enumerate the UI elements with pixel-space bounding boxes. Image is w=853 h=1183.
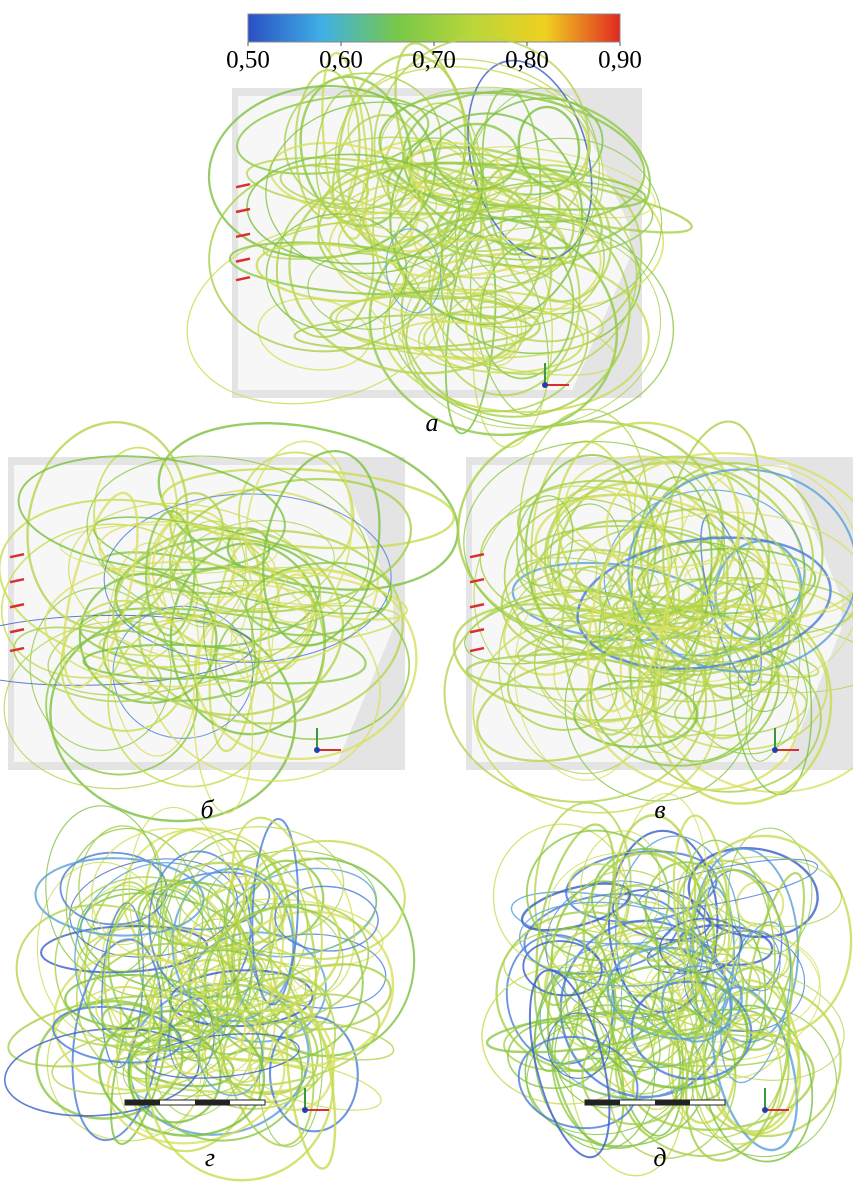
scale-bar — [655, 1100, 690, 1105]
panel-label: в — [654, 795, 665, 824]
colorbar-tick-label: 0,60 — [319, 47, 363, 74]
axis-z — [302, 1107, 308, 1113]
scale-bar — [585, 1100, 620, 1105]
panel-label: а — [426, 408, 439, 437]
scale-bar — [125, 1100, 160, 1105]
panels — [0, 23, 853, 1183]
panel-label: д — [653, 1143, 666, 1172]
colorbar-tick-label: 0,80 — [505, 47, 549, 74]
scale-bar — [195, 1100, 230, 1105]
axis-z — [542, 382, 548, 388]
colorbar-tick-label: 0,90 — [598, 47, 642, 74]
figure: а б в г д 0,50 0,60 0,70 0,80 0,90 — [0, 0, 853, 1183]
axis-z — [772, 747, 778, 753]
colorbar — [248, 14, 620, 42]
colorbar-tick-label: 0,70 — [412, 47, 456, 74]
axis-z — [314, 747, 320, 753]
colorbar-tick-label: 0,50 — [226, 47, 270, 74]
panel-label: г — [205, 1143, 215, 1172]
axis-z — [762, 1107, 768, 1113]
panel-label: б — [200, 795, 214, 824]
